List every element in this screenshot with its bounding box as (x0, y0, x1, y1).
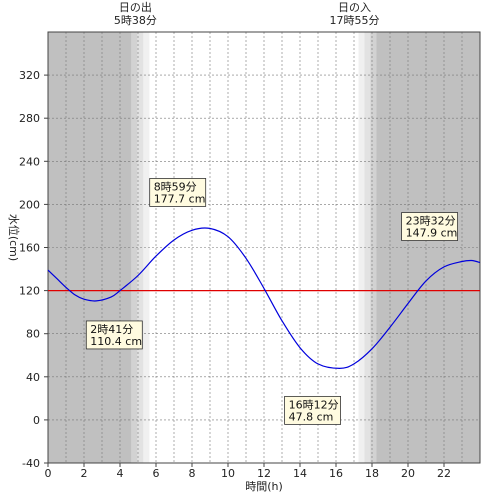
y-tick-label: 80 (26, 328, 40, 341)
sunset-label: 日の入 (338, 1, 371, 14)
x-tick-label: 20 (401, 467, 415, 480)
y-tick-label: -40 (22, 457, 40, 470)
x-tick-label: 16 (329, 467, 343, 480)
y-tick-label: 240 (19, 155, 40, 168)
y-tick-label: 0 (33, 414, 40, 427)
y-tick-label: 320 (19, 69, 40, 82)
callout-box (149, 178, 207, 207)
y-tick-label: 40 (26, 371, 40, 384)
callout-time: 16時12分 (289, 398, 339, 411)
sunrise-time: 5時38分 (114, 14, 157, 27)
x-tick-label: 0 (45, 467, 52, 480)
sunrise-label: 日の出 (119, 0, 152, 14)
tide-series-line (47, 227, 481, 370)
callout-value: 110.4 cm (90, 335, 142, 348)
y-tick-label: 120 (19, 285, 40, 298)
sun-labels: 日の出 5時38分 日の入 17時55分 (114, 0, 380, 27)
callout-value: 177.7 cm (154, 192, 206, 205)
y-axis-label: 水位(cm) (7, 214, 21, 261)
y-tick-label: 160 (19, 242, 40, 255)
x-axis-ticks: 0 2 4 6 8 10 12 14 16 18 20 22 (45, 463, 451, 480)
callout-box (85, 320, 143, 350)
callout-time: 2時41分 (90, 323, 133, 336)
callout-box (401, 212, 458, 241)
x-tick-label: 8 (189, 467, 196, 480)
twilight-band-evening (364, 32, 371, 463)
callout-time: 23時32分 (406, 215, 456, 228)
x-tick-label: 18 (365, 467, 379, 480)
x-tick-label: 6 (153, 467, 160, 480)
x-axis-label: 時間(h) (245, 480, 283, 493)
sunset-time: 17時55分 (330, 14, 380, 27)
callout-value: 147.9 cm (406, 227, 458, 240)
x-tick-label: 12 (257, 467, 271, 480)
y-tick-label: 200 (19, 198, 40, 211)
x-tick-label: 2 (81, 467, 88, 480)
twilight-band-morning (131, 32, 138, 463)
x-tick-label: 14 (293, 467, 307, 480)
callout-time: 8時59分 (154, 180, 197, 193)
y-axis-ticks: -40 0 40 80 120 160 200 240 280 320 (19, 69, 48, 470)
x-tick-label: 22 (437, 467, 451, 480)
x-tick-label: 10 (221, 467, 235, 480)
y-tick-label: 280 (19, 112, 40, 125)
x-tick-label: 4 (117, 467, 124, 480)
callout-box (284, 395, 342, 425)
callout-value: 47.8 cm (289, 410, 334, 423)
twilight-band-morning (143, 32, 150, 463)
